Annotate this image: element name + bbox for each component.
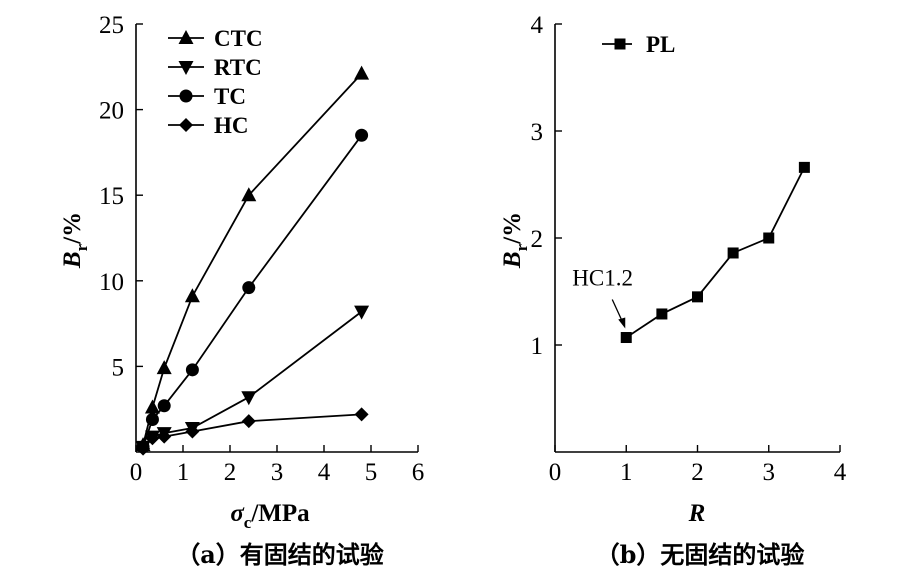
b-data-point <box>692 291 703 303</box>
a-data-point <box>145 412 159 426</box>
a-data-point <box>184 288 200 303</box>
a-data-point <box>157 429 172 444</box>
a-legend-label: TC <box>214 84 246 109</box>
a-y-tick-label: 5 <box>112 354 125 381</box>
b-x-axis-label: R <box>688 500 706 527</box>
a-data-point <box>241 414 256 429</box>
a-legend-marker <box>178 30 194 44</box>
a-x-tick-label: 0 <box>130 459 143 486</box>
a-y-tick-label: 10 <box>99 269 124 296</box>
a-x-tick-label: 6 <box>412 459 425 486</box>
a-data-point <box>242 281 256 295</box>
a-data-point <box>156 360 172 375</box>
b-data-point <box>727 247 739 259</box>
b-data-point <box>763 232 775 244</box>
a-x-tick-label: 4 <box>318 459 331 486</box>
b-legend-marker <box>614 38 626 50</box>
a-data-point <box>241 391 257 406</box>
b-y-tick-label: 2 <box>531 226 544 253</box>
a-x-tick-label: 2 <box>224 459 237 486</box>
a-x-axis-label: σc/MPa <box>230 500 310 532</box>
b-series-pl <box>620 161 810 344</box>
b-x-tick-label: 1 <box>620 459 633 486</box>
b-x-tick-label: 4 <box>834 459 847 486</box>
a-data-point <box>144 399 160 414</box>
b-x-tick-label: 2 <box>691 459 704 486</box>
b-series-line <box>625 166 806 339</box>
b-x-tick-label: 0 <box>549 459 562 486</box>
a-series-rtc <box>135 305 370 455</box>
b-y-tick-label: 4 <box>531 12 544 39</box>
a-series-tc <box>136 128 369 454</box>
a-caption: （a）有固结的试验 <box>176 540 384 569</box>
a-data-point <box>136 441 151 456</box>
b-annotation-label: HC1.2 <box>572 266 633 291</box>
a-x-tick-label: 1 <box>177 459 190 486</box>
a-legend: CTC RTC TC HC <box>168 26 263 138</box>
a-legend-marker <box>178 61 194 75</box>
panel-a-chart: 0 1 2 3 4 5 6 5 10 15 20 25 CTC RTC TC HC Br/% σc/MPa （a）有… <box>59 12 424 569</box>
b-caption: （b）无固结的试验 <box>596 540 805 569</box>
b-y-tick-label: 3 <box>531 119 544 146</box>
a-data-point <box>241 187 257 202</box>
a-data-point <box>354 407 369 422</box>
a-data-point <box>157 399 171 413</box>
b-legend-label: PL <box>646 32 675 57</box>
b-legend: PL <box>602 32 675 57</box>
a-data-point <box>354 65 370 80</box>
a-legend-marker <box>179 89 193 103</box>
b-y-tick-label: 1 <box>531 333 544 360</box>
b-data-point <box>620 332 632 344</box>
a-legend-marker <box>179 118 193 132</box>
panel-b-chart: 0 1 2 3 4 1 2 3 4 PL Br/% R HC1.2 （b）无固结的试验 <box>499 12 847 569</box>
b-annotation-arrowhead <box>618 317 626 329</box>
b-y-axis-label: Br/% <box>499 212 531 269</box>
a-data-point <box>185 363 199 377</box>
a-series-line <box>142 310 363 448</box>
a-legend-label: CTC <box>214 26 263 51</box>
a-legend-label: HC <box>214 113 249 138</box>
a-data-point <box>354 305 370 320</box>
a-data-point <box>185 424 200 439</box>
b-x-tick-label: 3 <box>763 459 776 486</box>
a-y-axis-label: Br/% <box>59 212 91 269</box>
a-series-line <box>142 73 363 446</box>
a-x-tick-label: 3 <box>271 459 284 486</box>
a-legend-label: RTC <box>214 55 262 80</box>
b-data-point <box>798 161 810 173</box>
a-y-tick-label: 15 <box>99 183 124 210</box>
a-x-tick-label: 5 <box>365 459 378 486</box>
b-data-point <box>656 308 668 320</box>
a-series-hc <box>136 407 369 456</box>
a-y-tick-label: 20 <box>99 98 124 125</box>
a-data-point <box>355 128 369 142</box>
a-data-point <box>145 431 160 446</box>
a-y-tick-label: 25 <box>99 12 124 39</box>
